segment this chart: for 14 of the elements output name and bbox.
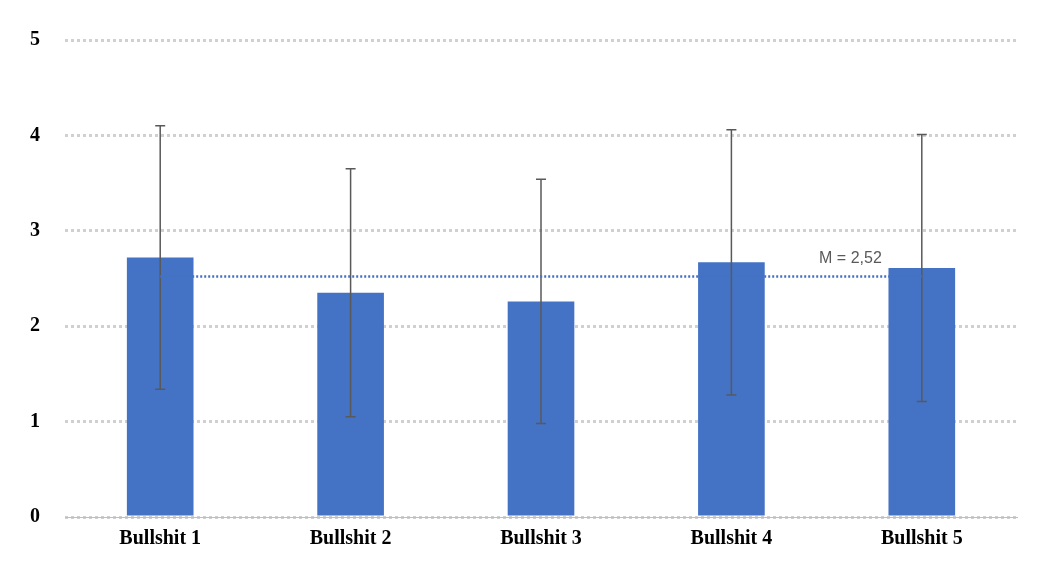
x-tick-label: Bullshit 5 <box>880 526 963 549</box>
y-tick-label: 0 <box>30 504 40 527</box>
y-tick-label: 2 <box>30 313 40 336</box>
ref-line-label: M = 2,52 <box>819 249 882 266</box>
bar <box>317 292 384 516</box>
y-tick-label: 1 <box>30 408 40 431</box>
y-tick-label: 3 <box>30 217 40 240</box>
y-tick-label: 5 <box>30 27 40 50</box>
x-tick-label: Bullshit 4 <box>690 526 773 549</box>
bar <box>507 301 575 516</box>
y-tick-label: 4 <box>30 122 40 145</box>
x-tick-label: Bullshit 1 <box>119 526 202 549</box>
x-tick-label: Bullshit 2 <box>309 526 392 549</box>
x-tick-label: Bullshit 3 <box>500 526 582 549</box>
